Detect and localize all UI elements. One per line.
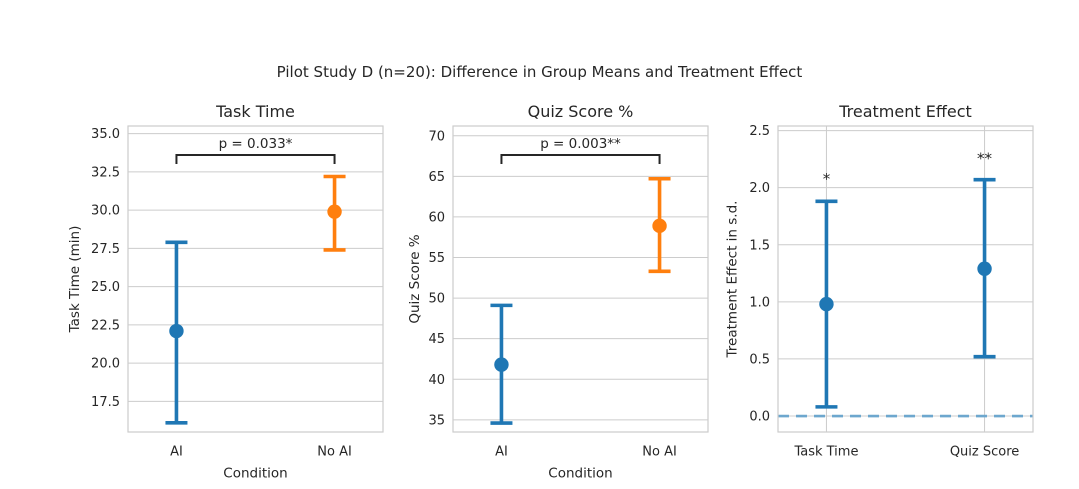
subplot-2: 35 40 45 50 55 60 65 70 Quiz Score % AI No AI Condi… (407, 102, 709, 482)
y-tick-label: 1.5 (749, 238, 770, 253)
figure-suptitle: Pilot Study D (n=20): Difference in Grou… (276, 63, 803, 81)
y-tick-label: 1.0 (749, 295, 770, 310)
y-tick-label: 22.5 (91, 318, 120, 333)
subplot-title: Treatment Effect (838, 102, 972, 121)
significance-star: * (823, 170, 831, 188)
mean-point (652, 218, 667, 234)
subplot-title: Quiz Score % (528, 102, 634, 121)
x-tick-label: No AI (317, 445, 352, 460)
y-axis-label: Treatment Effect in s.d. (725, 201, 741, 359)
significance-label: p = 0.033* (219, 136, 293, 152)
mean-point (494, 357, 509, 372)
y-tick-label: 25.0 (91, 280, 120, 295)
significance-bracket (500, 154, 661, 164)
x-tick-label: AI (170, 445, 183, 460)
y-tick-label: 35 (428, 413, 445, 428)
mean-point (327, 204, 342, 219)
plot-border (452, 125, 709, 433)
x-tick-label: No AI (642, 445, 677, 460)
y-tick-label: 0.0 (749, 410, 770, 425)
x-axis-label: Condition (223, 466, 287, 482)
x-axis-label: Condition (548, 466, 612, 482)
subplot-1: 17.5 20.0 22.5 25.0 27.5 30.0 32.5 35.0 Task Tim… (67, 102, 384, 482)
y-tick-label: 40 (428, 373, 445, 388)
y-tick-label: 2.5 (749, 124, 770, 139)
mean-point (977, 261, 992, 276)
y-tick-label: 50 (428, 292, 445, 307)
significance-bracket (175, 154, 336, 164)
y-tick-label: 17.5 (91, 395, 120, 410)
plot-border (777, 125, 1034, 433)
y-tick-label: 35.0 (91, 127, 120, 142)
subplot-title: Task Time (215, 102, 295, 121)
y-tick-label: 70 (428, 129, 445, 144)
x-tick-label: Task Time (793, 445, 858, 460)
mean-point (169, 323, 184, 339)
y-tick-label: 2.0 (749, 181, 770, 196)
y-tick-label: 30.0 (91, 204, 120, 219)
significance-star: ** (977, 150, 993, 168)
y-tick-label: 32.5 (91, 165, 120, 180)
mean-point (819, 296, 834, 312)
y-tick-label: 60 (428, 210, 445, 225)
significance-label: p = 0.003** (540, 136, 621, 152)
y-axis-label: Task Time (min) (67, 226, 83, 334)
y-tick-label: 0.5 (749, 352, 770, 367)
y-tick-label: 27.5 (91, 242, 120, 257)
y-tick-label: 55 (428, 251, 445, 266)
subplot-3: 0.0 0.5 1.0 1.5 2.0 2.5 Treatment Effect in s.… (725, 102, 1034, 460)
plot-border (127, 125, 384, 433)
y-axis-label: Quiz Score % (407, 234, 423, 323)
y-tick-label: 45 (428, 332, 445, 347)
x-tick-label: AI (495, 445, 508, 460)
y-tick-label: 65 (428, 170, 445, 185)
x-tick-label: Quiz Score (950, 445, 1019, 460)
y-tick-label: 20.0 (91, 357, 120, 372)
